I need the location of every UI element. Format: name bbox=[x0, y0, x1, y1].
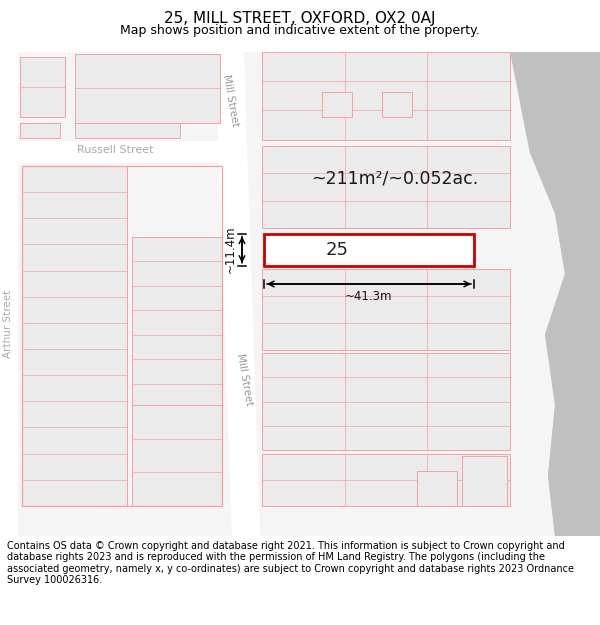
Bar bbox=[22, 166, 222, 506]
Bar bbox=[262, 269, 510, 349]
Bar bbox=[322, 92, 352, 118]
Bar bbox=[462, 456, 507, 506]
Bar bbox=[132, 236, 222, 506]
Bar bbox=[20, 57, 65, 118]
Text: ~11.4m: ~11.4m bbox=[224, 226, 237, 274]
Text: Russell Street: Russell Street bbox=[77, 145, 153, 155]
Bar bbox=[20, 122, 60, 138]
Text: Contains OS data © Crown copyright and database right 2021. This information is : Contains OS data © Crown copyright and d… bbox=[7, 541, 574, 586]
Bar bbox=[0, 52, 18, 536]
Text: 25, MILL STREET, OXFORD, OX2 0AJ: 25, MILL STREET, OXFORD, OX2 0AJ bbox=[164, 11, 436, 26]
Text: 25: 25 bbox=[326, 241, 349, 259]
Bar bbox=[417, 471, 457, 506]
Bar bbox=[262, 352, 510, 451]
Polygon shape bbox=[510, 52, 600, 536]
Text: Mill Street: Mill Street bbox=[221, 73, 241, 127]
Bar bbox=[262, 52, 510, 139]
Text: Arthur Street: Arthur Street bbox=[3, 290, 13, 359]
Text: ~41.3m: ~41.3m bbox=[345, 290, 393, 303]
Polygon shape bbox=[510, 52, 600, 536]
Text: Mill Street: Mill Street bbox=[235, 353, 254, 407]
Bar bbox=[75, 54, 220, 122]
Bar bbox=[75, 122, 180, 138]
Bar bbox=[382, 92, 412, 118]
Bar bbox=[262, 454, 510, 506]
Text: ~211m²/~0.052ac.: ~211m²/~0.052ac. bbox=[311, 169, 479, 187]
Bar bbox=[262, 146, 510, 229]
Polygon shape bbox=[215, 52, 260, 536]
Bar bbox=[0, 141, 230, 163]
Bar bbox=[264, 234, 474, 266]
Bar bbox=[132, 405, 222, 506]
Bar bbox=[22, 166, 127, 506]
Text: Map shows position and indicative extent of the property.: Map shows position and indicative extent… bbox=[120, 24, 480, 38]
